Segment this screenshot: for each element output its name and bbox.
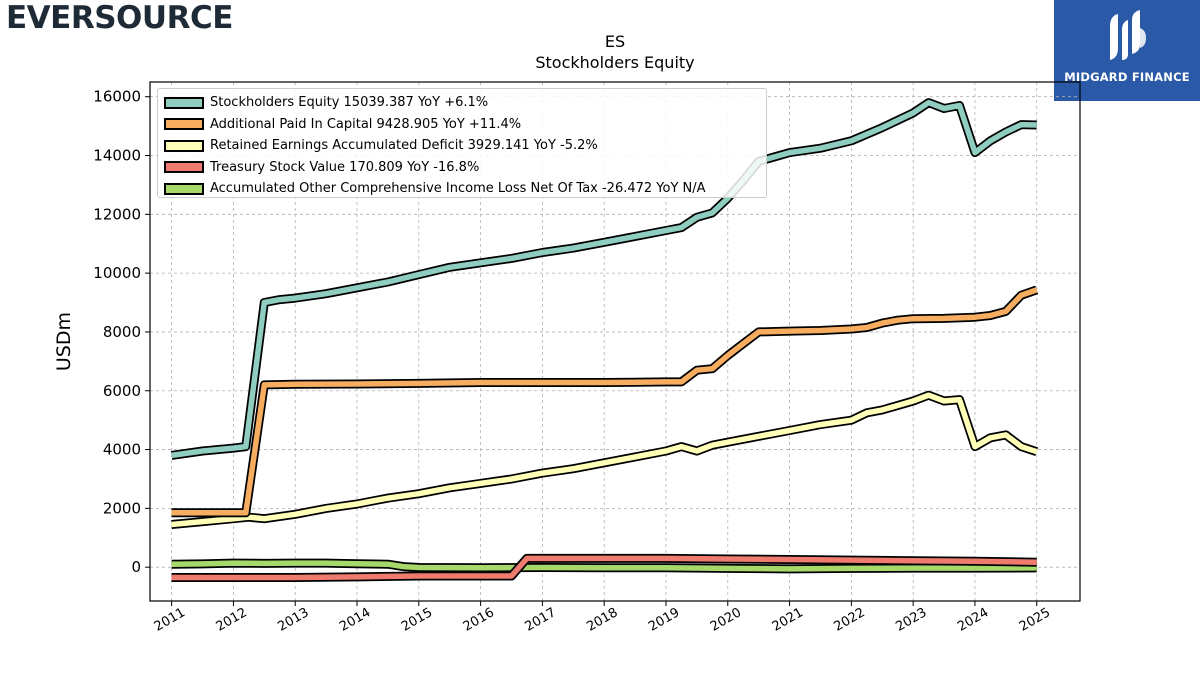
x-tick-label: 2015 — [399, 605, 435, 635]
y-tick-label: 2000 — [103, 499, 141, 517]
y-tick-label: 10000 — [93, 264, 141, 282]
series-line-2 — [171, 287, 1038, 516]
chart-title: ES — [604, 32, 626, 51]
legend-swatch — [164, 118, 204, 131]
midgard-mark-icon — [1110, 10, 1146, 60]
y-tick-label: 16000 — [93, 88, 141, 106]
chart-subtitle: Stockholders Equity — [535, 53, 695, 72]
plot-frame — [149, 81, 1081, 602]
y-tick-label: 0 — [131, 558, 141, 576]
x-tick-label: 2014 — [337, 605, 373, 635]
y-tick-label: 8000 — [103, 323, 141, 341]
midgard-finance-logo: MIDGARD FINANCE — [1054, 0, 1200, 101]
series-line-1 — [171, 99, 1037, 459]
midgard-finance-label: MIDGARD FINANCE — [1064, 70, 1190, 84]
y-tick-label: 4000 — [103, 441, 141, 459]
legend-entry: Stockholders Equity 15039.387 YoY +6.1% — [164, 92, 760, 114]
x-tick-label: 2025 — [1017, 605, 1053, 635]
x-tick-label: 2019 — [646, 605, 682, 635]
y-tick-label: 14000 — [93, 147, 141, 165]
x-tick-label: 2023 — [893, 605, 929, 635]
legend-entry: Accumulated Other Comprehensive Income L… — [164, 178, 760, 200]
eversource-logo: EVERSOURCE — [6, 0, 233, 36]
series-line-4 — [171, 555, 1037, 581]
legend-swatch — [164, 96, 204, 109]
legend-entry: Treasury Stock Value 170.809 YoY -16.8% — [164, 157, 760, 179]
legend-swatch — [164, 161, 204, 174]
x-tick-label: 2012 — [214, 605, 250, 635]
series-line-3 — [171, 392, 1038, 528]
x-tick-label: 2021 — [770, 605, 806, 635]
series-lines — [170, 98, 1039, 582]
y-tick-label: 12000 — [93, 205, 141, 223]
x-tick-label: 2016 — [461, 605, 497, 635]
y-axis-label: USDm — [53, 312, 75, 371]
legend-swatch — [164, 139, 204, 152]
legend-entry: Additional Paid In Capital 9428.905 YoY … — [164, 114, 760, 136]
legend-entry: Retained Earnings Accumulated Deficit 39… — [164, 135, 760, 157]
x-tick-label: 2017 — [523, 605, 559, 635]
legend-label: Treasury Stock Value 170.809 YoY -16.8% — [210, 159, 480, 175]
series-line-5 — [171, 560, 1037, 572]
x-tick-label: 2022 — [832, 605, 868, 635]
x-tick-label: 2020 — [708, 605, 744, 635]
chart-legend: Stockholders Equity 15039.387 YoY +6.1% A… — [157, 88, 767, 198]
legend-label: Retained Earnings Accumulated Deficit 39… — [210, 138, 598, 154]
legend-label: Additional Paid In Capital 9428.905 YoY … — [210, 116, 522, 132]
x-tick-label: 2018 — [584, 605, 620, 635]
x-tick-label: 2013 — [275, 605, 311, 635]
y-tick-label: 6000 — [103, 382, 141, 400]
legend-swatch — [164, 182, 204, 195]
x-tick-label: 2011 — [152, 605, 188, 635]
x-tick-label: 2024 — [955, 605, 991, 635]
legend-label: Accumulated Other Comprehensive Income L… — [210, 181, 706, 197]
legend-label: Stockholders Equity 15039.387 YoY +6.1% — [210, 95, 489, 111]
